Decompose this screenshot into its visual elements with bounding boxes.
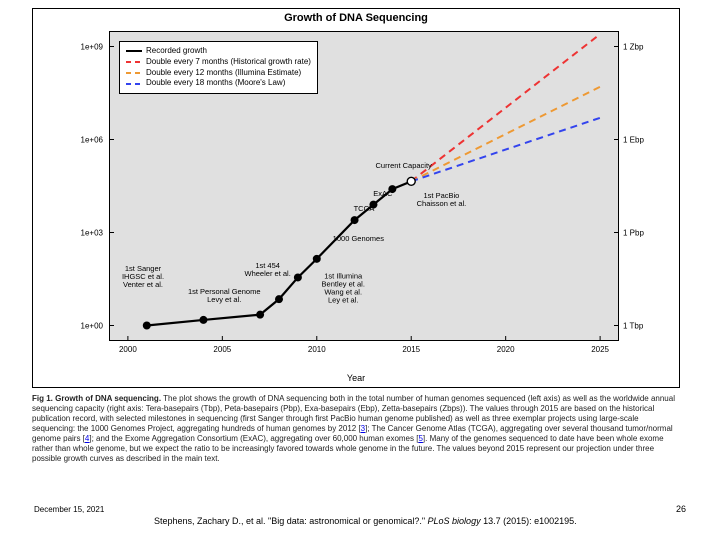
legend-swatch — [126, 69, 142, 77]
chart-annotation: 1000 Genomes — [333, 235, 384, 243]
legend-swatch — [126, 47, 142, 55]
x-tick: 2015 — [402, 345, 420, 354]
legend-label: Double every 12 months (Illumina Estimat… — [146, 68, 301, 79]
citation-pre: Stephens, Zachary D., et al. "Big data: … — [154, 516, 428, 526]
x-tick: 2000 — [119, 345, 137, 354]
chart-annotation: 1st Illumina Bentley et al. Wang et al. … — [322, 273, 365, 305]
citation-post: 13.7 (2015): e1002195. — [481, 516, 577, 526]
legend-label: Double every 7 months (Historical growth… — [146, 57, 311, 68]
y-left-tick: 1e+09 — [63, 42, 103, 51]
x-tick: 2025 — [591, 345, 609, 354]
legend: Recorded growthDouble every 7 months (Hi… — [119, 41, 318, 94]
legend-item: Double every 7 months (Historical growth… — [126, 57, 311, 68]
footer-citation: Stephens, Zachary D., et al. "Big data: … — [154, 516, 634, 526]
chart-annotation: 1st Sanger IHGSC et al. Venter et al. — [122, 266, 164, 290]
chart-figure: Growth of DNA Sequencing Cumulative Numb… — [32, 8, 680, 388]
legend-label: Recorded growth — [146, 46, 207, 57]
legend-item: Double every 18 months (Moore's Law) — [126, 78, 311, 89]
caption-lead: Fig 1. Growth of DNA sequencing. — [32, 394, 161, 403]
legend-label: Double every 18 months (Moore's Law) — [146, 78, 285, 89]
y-right-tick: 1 Zbp — [623, 42, 643, 51]
y-left-tick: 1e+03 — [63, 228, 103, 237]
legend-swatch — [126, 80, 142, 88]
figure-caption: Fig 1. Growth of DNA sequencing. The plo… — [32, 394, 680, 464]
chart-annotation: 1st 454 Wheeler et al. — [245, 262, 291, 278]
legend-item: Double every 12 months (Illumina Estimat… — [126, 68, 311, 79]
chart-annotation: Current Capacity — [376, 162, 432, 170]
page-number: 26 — [676, 504, 686, 514]
chart-annotation: 1st Personal Genome Levy et al. — [188, 288, 261, 304]
y-right-tick: 1 Tbp — [623, 321, 643, 330]
chart-annotation: ExAC — [373, 190, 392, 198]
legend-swatch — [126, 58, 142, 66]
caption-body-3: ]; and the Exome Aggregation Consortium … — [89, 434, 418, 443]
y-left-tick: 1e+00 — [63, 321, 103, 330]
footer-date: December 15, 2021 — [34, 505, 104, 514]
x-tick: 2010 — [308, 345, 326, 354]
x-tick: 2005 — [213, 345, 231, 354]
y-left-tick: 1e+06 — [63, 135, 103, 144]
citation-italic: PLoS biology — [428, 516, 481, 526]
x-axis-label: Year — [33, 373, 679, 383]
legend-rows: Recorded growthDouble every 7 months (Hi… — [126, 46, 311, 89]
chart-annotation: 1st PacBio Chaisson et al. — [417, 192, 467, 208]
slide-root: Growth of DNA Sequencing Cumulative Numb… — [0, 0, 720, 540]
legend-item: Recorded growth — [126, 46, 311, 57]
chart-title: Growth of DNA Sequencing — [33, 12, 679, 24]
chart-annotation: TCGA — [354, 205, 375, 213]
y-right-tick: 1 Pbp — [623, 228, 644, 237]
y-right-tick: 1 Ebp — [623, 135, 644, 144]
x-tick: 2020 — [497, 345, 515, 354]
